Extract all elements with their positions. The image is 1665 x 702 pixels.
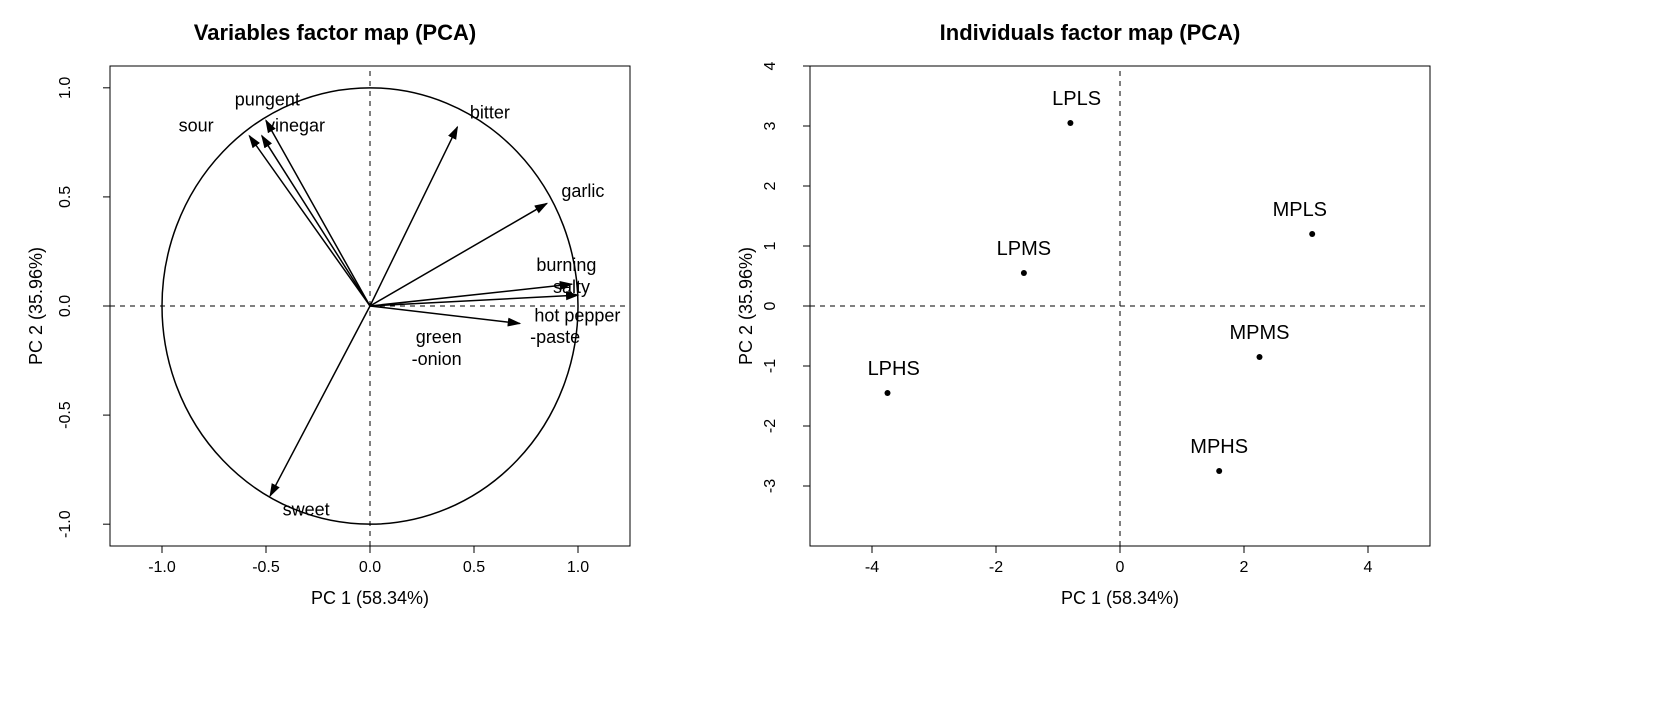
svg-text:bitter: bitter [470,102,510,122]
chart1-title: Variables factor map (PCA) [20,20,650,46]
svg-text:2: 2 [762,181,779,190]
svg-text:LPHS: LPHS [868,358,920,380]
svg-text:PC 1 (58.34%): PC 1 (58.34%) [311,588,429,608]
svg-text:-1: -1 [762,359,779,373]
svg-text:PC 1 (58.34%): PC 1 (58.34%) [1061,588,1179,608]
svg-text:PC 2 (35.96%): PC 2 (35.96%) [26,247,46,365]
svg-text:sweet: sweet [283,499,330,519]
svg-text:MPLS: MPLS [1273,199,1327,221]
svg-text:1: 1 [762,241,779,250]
svg-text:-2: -2 [989,559,1003,576]
svg-text:-1.0: -1.0 [57,510,74,538]
svg-text:vinegar: vinegar [266,115,325,135]
svg-text:PC 2 (35.96%): PC 2 (35.96%) [736,247,756,365]
svg-text:2: 2 [1240,559,1249,576]
svg-text:-0.5: -0.5 [252,559,280,576]
svg-text:green: green [416,327,462,347]
svg-text:-2: -2 [762,419,779,433]
svg-text:LPMS: LPMS [997,238,1051,260]
chart1-svg: -1.0 -0.5 0.0 0.5 1.0 -1.0 -0.5 0.0 0.5 1.0 PC 1 (… [20,56,650,616]
svg-text:MPMS: MPMS [1230,322,1290,344]
svg-text:4: 4 [1364,559,1373,576]
svg-text:1.0: 1.0 [567,559,589,576]
svg-text:0.5: 0.5 [463,559,485,576]
svg-text:4: 4 [762,61,779,70]
svg-text:0: 0 [762,301,779,310]
svg-text:-4: -4 [865,559,879,576]
svg-text:sour: sour [179,115,214,135]
svg-text:pungent: pungent [235,89,300,109]
variables-factor-map: Variables factor map (PCA) -1.0 -0.5 0.0 0.… [20,20,650,616]
svg-text:burning: burning [536,255,596,275]
svg-text:-paste: -paste [530,327,580,347]
svg-text:-0.5: -0.5 [57,401,74,429]
svg-text:0.0: 0.0 [57,295,74,317]
chart2-svg: -4 -2 0 2 4 -3 -2 -1 0 1 2 3 4 PC 1 (58.34%) PC 2 (35.… [730,56,1450,616]
svg-text:-3: -3 [762,479,779,493]
svg-text:salty: salty [553,277,590,297]
svg-text:-onion: -onion [412,349,462,369]
individuals-factor-map: Individuals factor map (PCA) -4 -2 0 2 4 -3 -2… [730,20,1450,616]
svg-text:0: 0 [1116,559,1125,576]
svg-text:1.0: 1.0 [57,77,74,99]
svg-text:3: 3 [762,121,779,130]
svg-text:MPHS: MPHS [1190,436,1248,458]
svg-text:LPLS: LPLS [1052,88,1101,110]
svg-text:0.0: 0.0 [359,559,381,576]
svg-text:-1.0: -1.0 [148,559,176,576]
svg-text:hot pepper: hot pepper [534,305,620,325]
svg-text:garlic: garlic [561,181,604,201]
chart2-title: Individuals factor map (PCA) [730,20,1450,46]
svg-text:0.5: 0.5 [57,186,74,208]
